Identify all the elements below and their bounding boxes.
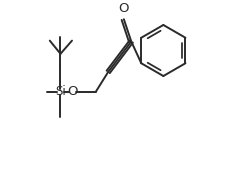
Text: O: O (66, 85, 77, 98)
Text: O: O (118, 2, 128, 15)
Text: Si: Si (55, 85, 66, 98)
